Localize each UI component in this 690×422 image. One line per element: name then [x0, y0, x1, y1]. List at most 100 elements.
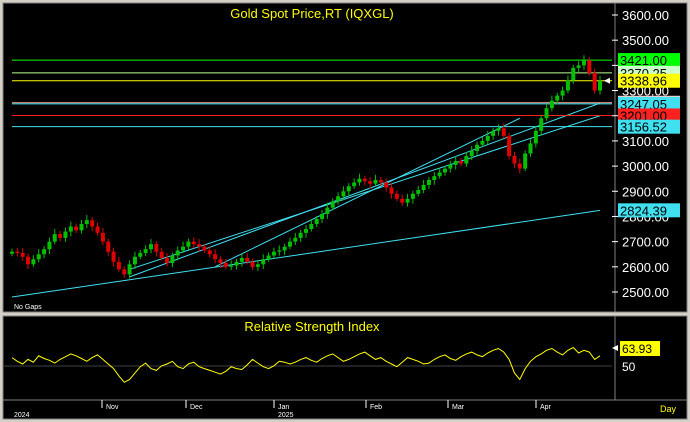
candle-body — [544, 108, 549, 119]
candle-body — [10, 251, 14, 254]
candle-body — [533, 130, 538, 144]
candle-body — [213, 254, 218, 260]
trendline — [129, 102, 601, 278]
candle-body — [592, 72, 597, 91]
candle-body — [320, 213, 325, 219]
level-label-bg — [618, 108, 680, 123]
candle-body — [186, 241, 191, 247]
level-label-bg — [618, 53, 680, 68]
candle-body — [384, 182, 389, 188]
month-label: Jan — [278, 404, 289, 411]
candle-body — [560, 90, 565, 96]
trendline — [129, 115, 601, 270]
candle-body — [293, 237, 298, 242]
candle-body — [207, 250, 212, 255]
candle-body — [122, 269, 127, 275]
candle-body — [255, 264, 260, 267]
candle-body — [373, 179, 378, 184]
year-label: 2024 — [14, 412, 30, 419]
candle-body — [362, 178, 367, 182]
candle-body — [523, 153, 528, 169]
candle-body — [587, 60, 592, 73]
level-label: 3156.52 — [620, 120, 667, 135]
candle-body — [469, 150, 474, 157]
rsi-value-badge — [620, 341, 660, 356]
candle-body — [480, 140, 485, 145]
candle-body — [261, 259, 266, 265]
rsi-value-label: 63.93 — [622, 342, 652, 356]
candle-body — [239, 258, 244, 262]
candle-body — [437, 172, 442, 177]
candle-body — [501, 128, 506, 136]
candle-body — [416, 190, 421, 194]
candle-body — [336, 196, 341, 202]
candle-body — [229, 265, 234, 267]
candle-body — [394, 193, 399, 199]
candle-body — [100, 232, 105, 242]
candle-body — [346, 186, 351, 192]
candle-body — [31, 259, 36, 265]
candle-body — [485, 135, 490, 141]
candle-body — [378, 179, 383, 183]
candle-body — [528, 143, 533, 154]
candle-body — [309, 224, 314, 230]
candle-body — [250, 261, 255, 267]
candle-body — [63, 231, 68, 238]
month-label: Nov — [106, 404, 119, 411]
candle-body — [549, 100, 554, 109]
candle-body — [106, 241, 111, 252]
candle-body — [266, 255, 271, 260]
candle-body — [218, 259, 223, 264]
candle-body — [159, 251, 164, 259]
candle-body — [95, 226, 100, 233]
candle-body — [555, 95, 560, 101]
candle-body — [357, 178, 362, 183]
candle-body — [314, 218, 319, 225]
trendline — [11, 209, 601, 298]
candle-body — [68, 226, 73, 232]
month-label: Feb — [370, 404, 382, 411]
date-axis-panel — [2, 399, 688, 420]
candle-body — [47, 241, 52, 250]
price-tick-label: 2900.00 — [622, 184, 669, 199]
candlesticks — [10, 55, 610, 279]
candle-body — [330, 201, 335, 208]
rsi-title: Relative Strength Index — [244, 319, 380, 334]
candle-body — [426, 179, 431, 185]
candle-body — [581, 60, 586, 66]
candle-body — [496, 128, 501, 131]
candle-body — [459, 161, 464, 164]
candle-body — [234, 261, 239, 266]
year-label: 2025 — [278, 412, 294, 419]
candle-body — [127, 264, 132, 275]
last-price-arrow — [604, 77, 610, 84]
candle-body — [154, 244, 159, 252]
candle-body — [571, 67, 576, 81]
price-tick-label: 2500.00 — [622, 285, 669, 300]
price-tick-label: 2700.00 — [622, 235, 669, 250]
candle-body — [410, 193, 415, 199]
candle-body — [341, 191, 346, 197]
candle-body — [58, 234, 63, 238]
candle-body — [448, 164, 453, 169]
level-label-bg — [618, 203, 680, 218]
candle-body — [517, 163, 522, 169]
candle-body — [421, 184, 426, 191]
price-tick-label: 3100.00 — [622, 134, 669, 149]
rsi-value-arrow — [612, 345, 618, 351]
candle-body — [245, 258, 250, 262]
candle-body — [79, 224, 84, 231]
no-gaps-note: No Gaps — [14, 304, 42, 311]
candle-body — [42, 249, 47, 255]
price-tick-label: 2600.00 — [622, 260, 669, 275]
date-axis-labels: Nov Dec Jan Feb Mar Apr 2024 2025 — [14, 400, 552, 419]
candle-body — [15, 251, 20, 253]
candle-body — [223, 263, 228, 267]
candle-body — [565, 80, 570, 91]
level-labels: 3421.003370.253338.963251.423247.053201.… — [618, 53, 680, 218]
trendline — [214, 117, 521, 268]
candle-body — [74, 226, 79, 231]
candle-body — [507, 135, 512, 157]
candle-body — [132, 256, 137, 265]
